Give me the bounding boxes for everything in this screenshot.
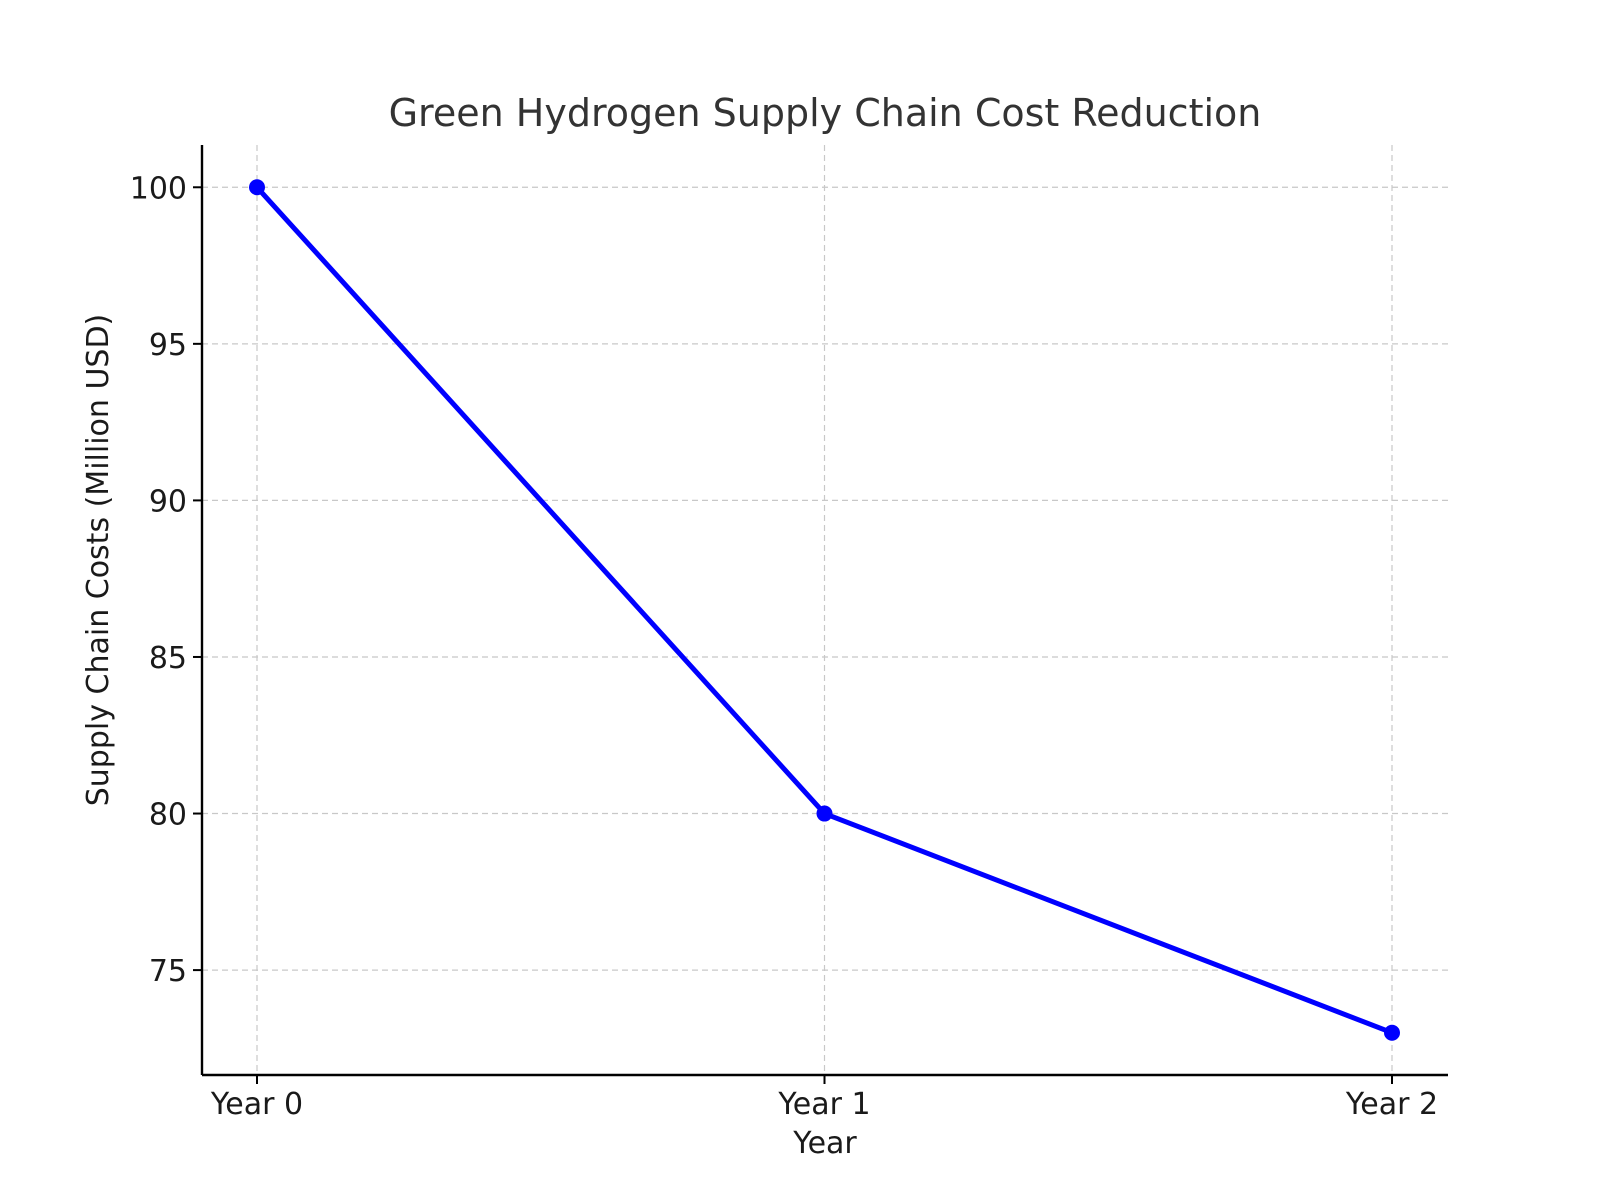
data-point [1384, 1024, 1400, 1041]
y-tick-label: 95 [149, 328, 187, 363]
data-point [816, 805, 833, 822]
y-tick-label: 100 [130, 171, 187, 206]
y-tick-label: 90 [149, 484, 187, 519]
x-axis-label: Year [792, 1126, 857, 1161]
chart-title: Green Hydrogen Supply Chain Cost Reducti… [389, 91, 1262, 135]
y-tick-label: 85 [149, 641, 187, 676]
x-tick-label: Year 1 [777, 1087, 870, 1122]
x-tick-label: Year 0 [210, 1087, 303, 1122]
y-axis-label: Supply Chain Costs (Million USD) [81, 314, 116, 807]
grid [202, 145, 1448, 1075]
series [249, 179, 1400, 1041]
ticks: 75 80 85 90 95 100 Year 0 Year 1 Year 2 [130, 171, 1438, 1122]
y-tick-label: 80 [149, 798, 187, 833]
data-point [249, 179, 265, 196]
x-tick-label: Year 2 [1345, 1087, 1438, 1122]
y-tick-label: 75 [149, 954, 187, 989]
